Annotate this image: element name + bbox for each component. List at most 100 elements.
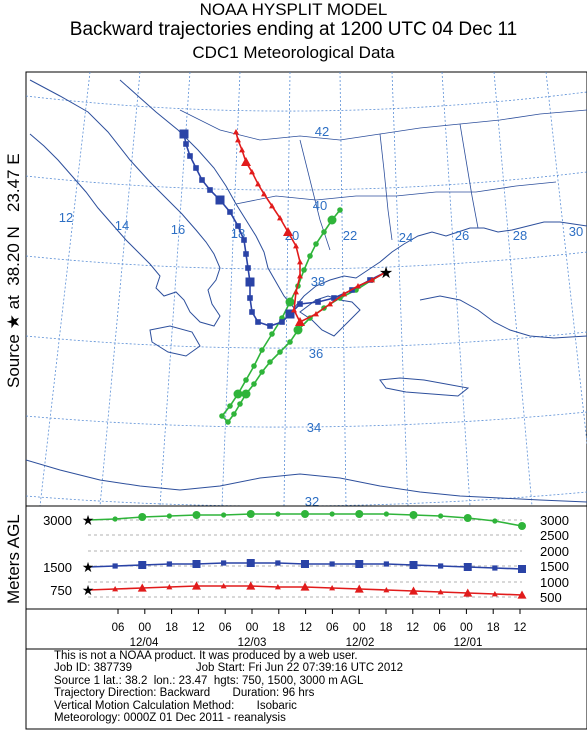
- africa-coast: [26, 459, 587, 503]
- trajectory-750m-point: [269, 203, 275, 209]
- time-hour-label: 06: [112, 622, 125, 634]
- info-disclaimer: This is not a NOAA product. It was produ…: [54, 650, 358, 662]
- trajectory-750m-point: [341, 291, 347, 297]
- trajectory-title: Backward trajectories ending at 1200 UTC…: [69, 19, 518, 40]
- lon-label-16: 16: [171, 222, 185, 237]
- right-height-tick-1500: 1500: [540, 559, 569, 574]
- trajectory-750m-profile-point: [383, 587, 390, 593]
- border-5: [459, 123, 479, 229]
- trajectory-3000m-profile-point: [463, 514, 472, 522]
- trajectory-3000m-point: [337, 207, 343, 213]
- trajectory-750m-point: [369, 277, 375, 283]
- trajectory-1500m-point: [279, 319, 285, 325]
- trajectory-3000m-profile-point: [275, 511, 281, 517]
- trajectory-1500m-start-star-icon: ★: [82, 559, 95, 575]
- trajectory-3000m-point: [293, 325, 303, 335]
- trajectory-3000m-point: [267, 359, 273, 365]
- lon-label-12: 12: [59, 210, 73, 225]
- trajectory-3000m-profile-point: [409, 511, 418, 519]
- model-title: NOAA HYSPLIT MODEL: [199, 0, 388, 19]
- trajectory-3000m-point: [259, 369, 265, 375]
- trajectory-750m-profile-point: [112, 586, 119, 592]
- lat-label-36: 36: [309, 346, 323, 361]
- trajectory-1500m-point: [249, 309, 255, 315]
- sicily-coast: [149, 325, 201, 357]
- trajectory-3000m-point: [251, 363, 257, 369]
- trajectory-3000m-point: [287, 339, 293, 345]
- trajectory-3000m-profile-point: [138, 513, 147, 521]
- lat-label-42: 42: [315, 124, 329, 139]
- lat-label-32: 32: [305, 494, 319, 509]
- trajectory-3000m-point: [241, 389, 251, 399]
- time-hour-label: 12: [406, 622, 419, 634]
- trajectory-1500m-point: [179, 129, 189, 139]
- trajectory-750m-line: [235, 131, 387, 324]
- trajectory-1500m-point: [245, 265, 251, 271]
- left-height-tick-3000: 3000: [43, 513, 72, 528]
- time-date-label: 12/01: [454, 637, 483, 649]
- italy-coast: [29, 79, 221, 327]
- trajectory-3000m-point: [227, 403, 233, 409]
- trajectory-750m-point: [283, 227, 293, 236]
- trajectory-750m-point: [295, 317, 305, 326]
- trajectory-1500m-point: [247, 295, 253, 301]
- trajectory-3000m-point: [307, 253, 313, 259]
- crete-coast: [379, 377, 470, 397]
- trajectory-750m-point: [313, 311, 319, 317]
- parallel-36: [26, 331, 587, 349]
- trajectory-750m-point: [261, 191, 267, 197]
- meridian-28: [493, 72, 533, 506]
- trajectory-1500m-profile-point: [518, 565, 526, 573]
- trajectory-1500m-profile-point: [301, 560, 309, 568]
- trajectory-1500m-point: [331, 295, 337, 301]
- left-height-tick-1500: 1500: [43, 560, 72, 575]
- time-hour-label: 00: [460, 622, 473, 634]
- trajectory-3000m-point: [233, 389, 243, 399]
- trajectory-1500m-point: [187, 153, 193, 159]
- trajectory-1500m-point: [235, 223, 241, 229]
- trajectory-3000m-point: [259, 347, 265, 353]
- trajectory-1500m-profile-point: [112, 563, 118, 569]
- trajectory-750m-point: [255, 181, 261, 187]
- meridian-14: [99, 72, 141, 506]
- meridian-18: [221, 72, 241, 506]
- trajectory-1500m-profile-point: [355, 560, 364, 568]
- trajectory-1500m-profile-point: [192, 560, 201, 568]
- source-star-icon: ★: [379, 265, 393, 282]
- trajectory-750m-point: [327, 301, 333, 307]
- info-direction: Trajectory Direction: Backward Duration:…: [54, 687, 315, 700]
- trajectory-1500m-point: [199, 177, 205, 183]
- trajectory-1500m-point: [255, 319, 261, 325]
- trajectory-3000m-profile-point: [329, 511, 335, 517]
- trajectory-3000m-point: [313, 241, 319, 247]
- latitude-labels: 42 40 38 36 34 32: [305, 124, 329, 509]
- meridian-20: [283, 72, 291, 506]
- trajectory-750m-profile-point: [491, 591, 498, 597]
- coastlines: [26, 79, 587, 503]
- trajectory-750m-profile-point: [463, 588, 473, 597]
- trajectory-750m-profile-point: [437, 589, 444, 595]
- trajectory-3000m-point: [301, 267, 307, 273]
- trajectory-750m-profile-point: [192, 581, 201, 590]
- trajectory-1500m-profile-point: [409, 561, 418, 569]
- trajectory-3000m-point: [219, 413, 225, 419]
- right-height-tick-3000: 3000: [540, 513, 569, 528]
- trajectory-750m-profile-point: [166, 584, 173, 590]
- trajectory-750m-point: [277, 215, 283, 221]
- trajectory-1500m-profile-point: [246, 559, 255, 567]
- trajectory-750m-point: [293, 289, 299, 295]
- trajectory-1500m-profile-point: [383, 561, 389, 567]
- trajectory-750m-profile-point: [274, 584, 281, 590]
- meteorology-title: CDC1 Meteorological Data: [192, 43, 395, 62]
- trajectory-750m-point: [297, 273, 303, 279]
- trajectory-1500m-point: [215, 195, 225, 205]
- trajectory-750m-point: [355, 283, 361, 289]
- trajectory-1500m-point: [245, 277, 255, 287]
- lat-label-38: 38: [311, 274, 325, 289]
- time-hour-label: 06: [433, 622, 446, 634]
- border-2: [235, 181, 557, 205]
- trajectory-1500m-point: [183, 141, 189, 147]
- lon-label-22: 22: [343, 228, 357, 243]
